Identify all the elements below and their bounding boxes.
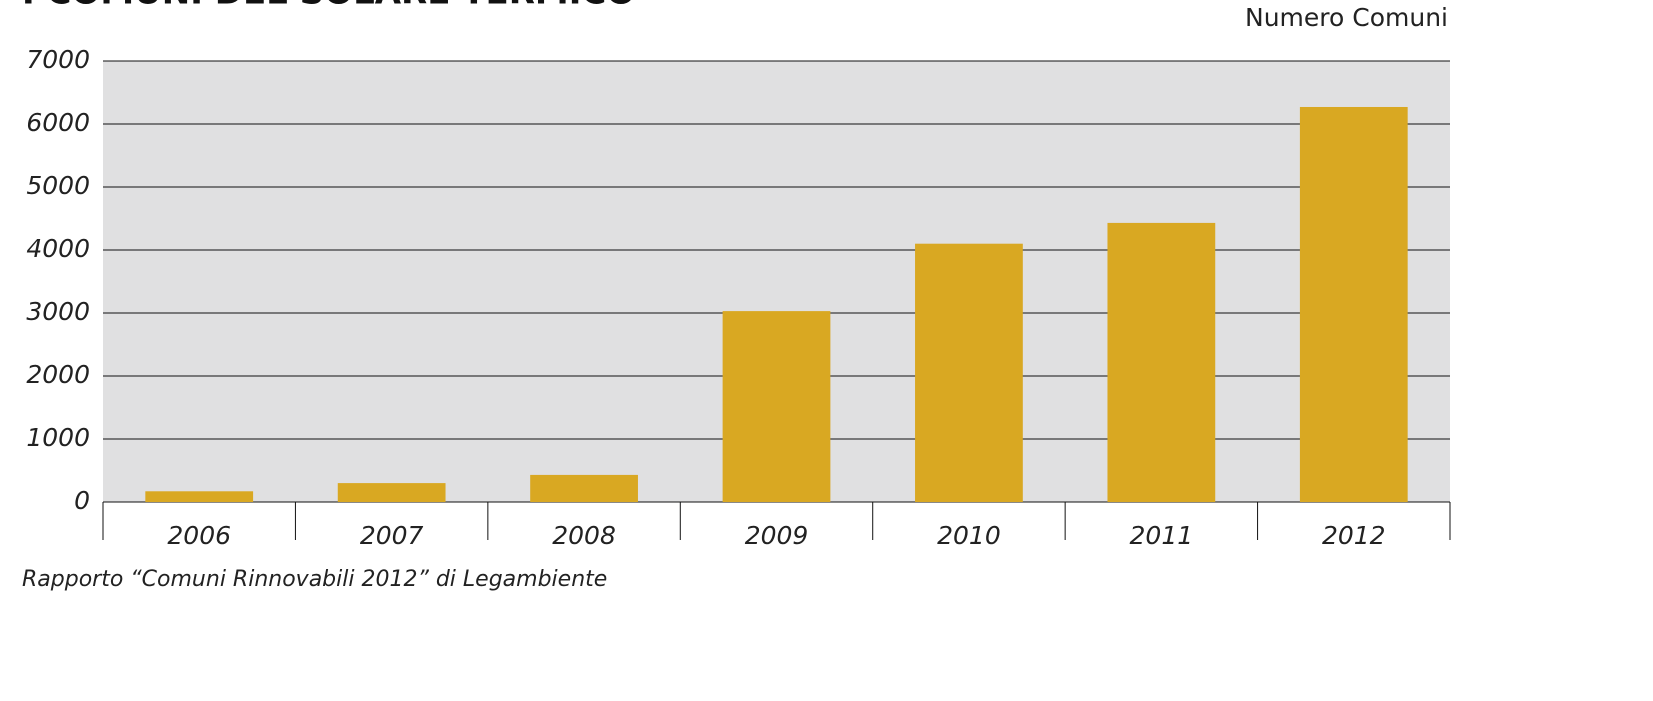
y-tick-label: 1000 [26,423,90,452]
bar [1299,106,1408,503]
x-tick-label: 2009 [745,521,809,550]
chart-title: I COMUNI DEL SOLARE TERMICO [22,0,635,13]
y-tick-label: 5000 [26,171,90,200]
y-tick-label: 0 [74,486,90,515]
bar [722,311,831,502]
y-axis-label: Numero Comuni [1245,3,1448,32]
y-tick-label: 4000 [26,234,90,263]
bar [1107,222,1216,502]
y-tick-label: 3000 [26,297,90,326]
y-tick-label: 7000 [26,45,90,74]
bar [145,491,254,502]
y-tick-label: 6000 [26,108,90,137]
x-tick-label: 2008 [552,521,616,550]
y-tick-label: 2000 [26,360,90,389]
bar [915,243,1023,502]
x-tick-label: 2010 [937,521,1001,550]
bar [337,483,446,502]
x-tick-label: 2012 [1322,521,1386,550]
source: Rapporto “Comuni Rinnovabili 2012” di Le… [22,567,607,592]
x-tick-label: 2007 [360,521,424,550]
x-tick-label: 2006 [167,521,231,550]
bar [530,474,638,502]
x-tick-label: 2011 [1130,521,1194,550]
